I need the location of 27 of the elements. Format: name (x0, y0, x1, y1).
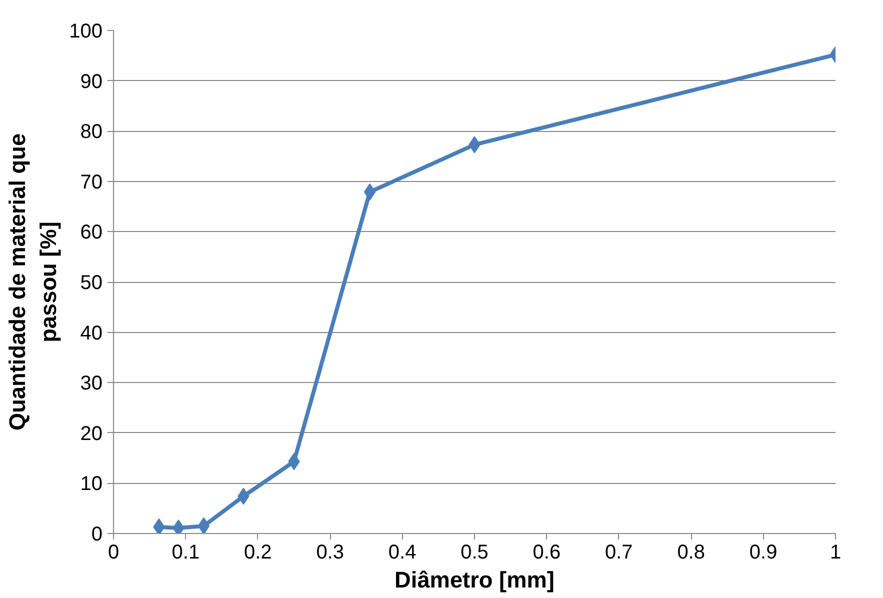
y-tick-label: 10 (80, 473, 103, 496)
y-tick-label: 90 (80, 70, 103, 93)
x-tick-label: 0.4 (388, 542, 416, 564)
y-tick-label: 80 (80, 121, 103, 144)
x-tick-label: 0.1 (172, 542, 200, 564)
x-tick-label: 0.5 (460, 542, 488, 564)
y-tick-label: 100 (69, 20, 103, 42)
x-tick-label: 0 (108, 542, 120, 564)
x-tick-label: 0.2 (244, 542, 272, 564)
point (198, 517, 210, 534)
x-tick-label: 0.3 (316, 542, 344, 564)
y-tick-label: 60 (80, 222, 103, 244)
x-tick-label: 0.6 (532, 542, 561, 564)
point (153, 518, 165, 534)
y-tick-label: 70 (80, 171, 103, 194)
x-tick-label: 1 (830, 542, 842, 564)
y-tick-label: 30 (80, 372, 103, 395)
y-tick-label: 0 (91, 524, 102, 546)
x-tick-label: 0.7 (605, 542, 633, 564)
y-tick-label: 50 (80, 272, 103, 294)
point (364, 183, 376, 200)
x-tick-label: 0.8 (677, 542, 706, 564)
y-tick-label: 40 (80, 322, 103, 344)
x-axis-title: Diâmetro [mm] (394, 566, 554, 592)
y-axis-title: Quantidade de material que passou [%] (4, 133, 62, 431)
x-tick-label: 0.9 (749, 542, 778, 564)
y-tick-label: 20 (80, 422, 103, 445)
